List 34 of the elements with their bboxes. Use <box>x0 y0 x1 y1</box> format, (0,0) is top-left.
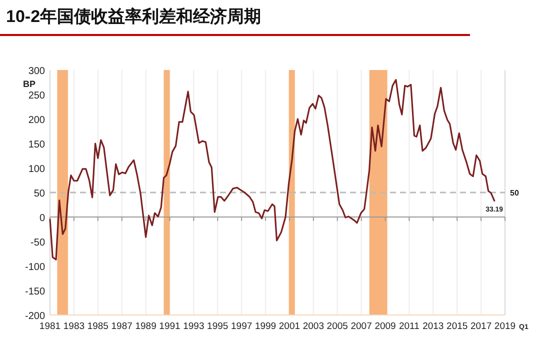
x-tick-label: 1995 <box>207 321 228 332</box>
y-tick-label: 100 <box>28 164 46 175</box>
x-tick-label: 2019 <box>494 321 516 332</box>
y-tick-label: -50 <box>30 238 46 248</box>
y-tick-label: -100 <box>24 262 46 273</box>
chart-title: 10-2年国债收益率利差和经济周期 <box>6 7 262 26</box>
y-tick-label: -150 <box>24 286 46 298</box>
x-tick-label: 1981 <box>39 321 61 332</box>
x-tick-label: 1999 <box>254 321 276 332</box>
y-tick-label: 250 <box>28 90 46 102</box>
x-tick-label: 2013 <box>422 321 444 332</box>
x-tick-label: 1991 <box>159 321 180 332</box>
x-tick-label: 1987 <box>111 321 132 332</box>
x-tick-label: 2001 <box>278 321 300 332</box>
y-tick-label: 50 <box>34 188 46 200</box>
x-tick-label: 2007 <box>350 321 372 332</box>
y-tick-label: 200 <box>28 115 46 126</box>
y-tick-label: 150 <box>28 140 46 150</box>
x-tick-label: 2015 <box>446 321 468 332</box>
x-tick-label: 2017 <box>470 321 492 332</box>
x-tick-label: 2011 <box>398 321 420 332</box>
x-tick-label: 2009 <box>374 321 396 332</box>
x-tick-label: 2003 <box>302 321 324 332</box>
y-tick-label: 300 <box>28 66 46 77</box>
x-tick-label: 1989 <box>135 321 156 332</box>
y-tick-label: -200 <box>24 311 46 322</box>
y-axis-title: BP <box>23 79 36 89</box>
x-tick-label: 1985 <box>87 321 108 332</box>
x-tick-label: 1997 <box>231 321 252 332</box>
x-tick-label: 1993 <box>183 321 204 332</box>
x-tick-label: 2005 <box>326 321 348 332</box>
ref-line-label: 50 <box>510 188 520 198</box>
y-tick-label: 0 <box>39 213 46 224</box>
x-tick-label: 1983 <box>63 321 85 332</box>
